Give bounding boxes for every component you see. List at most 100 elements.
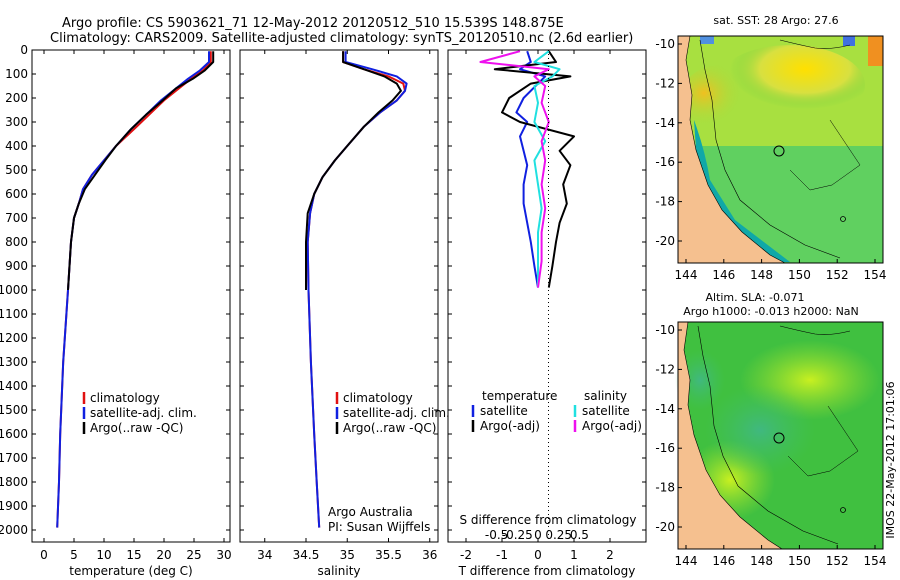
series-line-salinity-argo-adj- [479, 50, 550, 288]
legend-climatology: climatology [343, 391, 413, 405]
map-bottom-title-1: Altim. SLA: -0.071 [705, 291, 804, 304]
x-tick-label: 36 [422, 548, 437, 562]
x-tick-label: 25 [186, 548, 201, 562]
x-tick-label: 0 [40, 548, 48, 562]
map-x-tick-label: 144 [675, 554, 698, 568]
x-tick-label: 10 [96, 548, 111, 562]
x-tick-label: 35 [340, 548, 355, 562]
x-tick-label: -1 [496, 548, 508, 562]
map-x-tick-label: 146 [712, 554, 735, 568]
map-x-tick-label: 152 [826, 268, 849, 282]
sla-top-coast [779, 325, 851, 335]
argo-position-marker [773, 432, 785, 444]
depth-tick-label: 1700 [0, 451, 28, 465]
series-line-salinity-satellite [533, 50, 561, 288]
x-top-tick-label: -0.25 [502, 528, 533, 542]
legend-climatology: climatology [90, 391, 160, 405]
temperature-x-axis: 0 5 10 15 20 25 30 [32, 49, 232, 562]
x-tick-label: 5 [70, 548, 78, 562]
x-tick-label: 1 [570, 548, 578, 562]
salinity-legend: climatology satellite-adj. clim. Argo(..… [328, 391, 450, 534]
sst-cloud-patch [700, 36, 714, 44]
salinity-panel [239, 49, 439, 543]
map-y-tick-label: -16 [655, 441, 675, 455]
side-stamp: IMOS 22-May-2012 17:01:06 [884, 381, 897, 538]
legend-satellite-adj: satellite-adj. clim. [343, 406, 450, 420]
series-line-argo-raw-qc- [305, 51, 402, 290]
map-y-tick-label: -16 [655, 155, 675, 169]
depth-tick-label: 300 [5, 115, 28, 129]
map-y-tick-label: -20 [655, 234, 675, 248]
depth-tick-label: 1100 [0, 307, 28, 321]
series-line-temperature-argo-adj- [493, 50, 575, 288]
sla-map [675, 321, 884, 550]
depth-tick-label: 600 [5, 187, 28, 201]
map-y-tick-label: -18 [655, 195, 675, 209]
map-x-tick-label: 146 [712, 268, 735, 282]
argo-position-marker [773, 145, 785, 157]
map-y-tick-label: -12 [655, 362, 675, 376]
depth-tick-label: 2000 [0, 523, 28, 537]
temperature-legend: climatology satellite-adj. clim. Argo(..… [82, 391, 197, 435]
depth-axis: 0 100 200 300 400 500 600 700 800 900 1000 1100 1200… [0, 43, 28, 537]
sst-top-coast [779, 39, 851, 49]
legend-sal-argo: Argo(-adj) [582, 419, 642, 433]
legend-header-temperature: temperature [482, 389, 557, 403]
difference-legend: temperature salinity satellite Argo(-adj… [471, 389, 642, 433]
map-x-tick-label: 154 [864, 554, 887, 568]
legend-argo: Argo(..raw -QC) [90, 421, 183, 435]
depth-tick-label: 700 [5, 211, 28, 225]
annotation-argo-australia: Argo Australia [328, 505, 413, 519]
legend-header-salinity: salinity [584, 389, 627, 403]
x-tick-label: 34 [257, 548, 272, 562]
x-top-tick-label: -0.5 [485, 528, 508, 542]
x-tick-label: -2 [460, 548, 472, 562]
depth-tick-label: 0 [20, 43, 28, 57]
x-tick-label: 20 [156, 548, 171, 562]
difference-panel [447, 49, 647, 543]
difference-xlabel-top: S difference from climatology [460, 513, 637, 527]
map-bottom-title-2: Argo h1000: -0.013 h2000: NaN [683, 305, 859, 318]
temperature-xlabel: temperature (deg C) [69, 564, 192, 578]
legend-sal-satellite: satellite [582, 404, 630, 418]
map-y-tick-label: -20 [655, 520, 675, 534]
depth-tick-label: 500 [5, 163, 28, 177]
x-top-tick-label: 0.25 [545, 528, 572, 542]
depth-tick-label: 900 [5, 259, 28, 273]
x-tick-label: 15 [126, 548, 141, 562]
map-x-tick-label: 144 [675, 268, 698, 282]
map-top-title: sat. SST: 28 Argo: 27.6 [713, 14, 838, 27]
map-x-tick-label: 148 [750, 554, 773, 568]
depth-tick-label: 1200 [0, 331, 28, 345]
difference-series [479, 50, 575, 288]
x-tick-label: 35.5 [375, 548, 402, 562]
map-x-tick-label: 150 [788, 554, 811, 568]
reef-marker [840, 507, 846, 513]
sst-contour [789, 119, 861, 191]
map-y-tick-label: -10 [655, 37, 675, 51]
sst-warm-west [680, 65, 760, 135]
series-line-argo-raw-qc- [67, 51, 215, 291]
x-tick-label: 2 [606, 548, 614, 562]
legend-satellite-adj: satellite-adj. clim. [90, 406, 197, 420]
depth-tick-label: 800 [5, 235, 28, 249]
x-top-tick-label: 0.5 [570, 528, 589, 542]
legend-argo: Argo(..raw -QC) [343, 421, 436, 435]
depth-tick-label: 1300 [0, 355, 28, 369]
legend-temp-argo: Argo(-adj) [480, 419, 540, 433]
map-y-tick-label: -14 [655, 116, 675, 130]
title-line-2: Climatology: CARS2009. Satellite-adjuste… [50, 31, 633, 46]
x-tick-label: 30 [216, 548, 231, 562]
map-x-tick-label: 154 [864, 268, 887, 282]
reef-marker [840, 216, 846, 222]
map-top-axes: 144 146 148 150 152 154 -10 -12 -14 -16 -18 -20 [655, 37, 886, 282]
sst-reef-contour [699, 39, 841, 259]
sla-frame [677, 321, 884, 550]
sst-cloud-patch [843, 36, 855, 46]
depth-tick-label: 1800 [0, 475, 28, 489]
sst-hot-patch [868, 36, 883, 66]
x-top-tick-label: 0 [534, 528, 542, 542]
map-y-tick-label: -12 [655, 76, 675, 90]
depth-tick-label: 400 [5, 139, 28, 153]
